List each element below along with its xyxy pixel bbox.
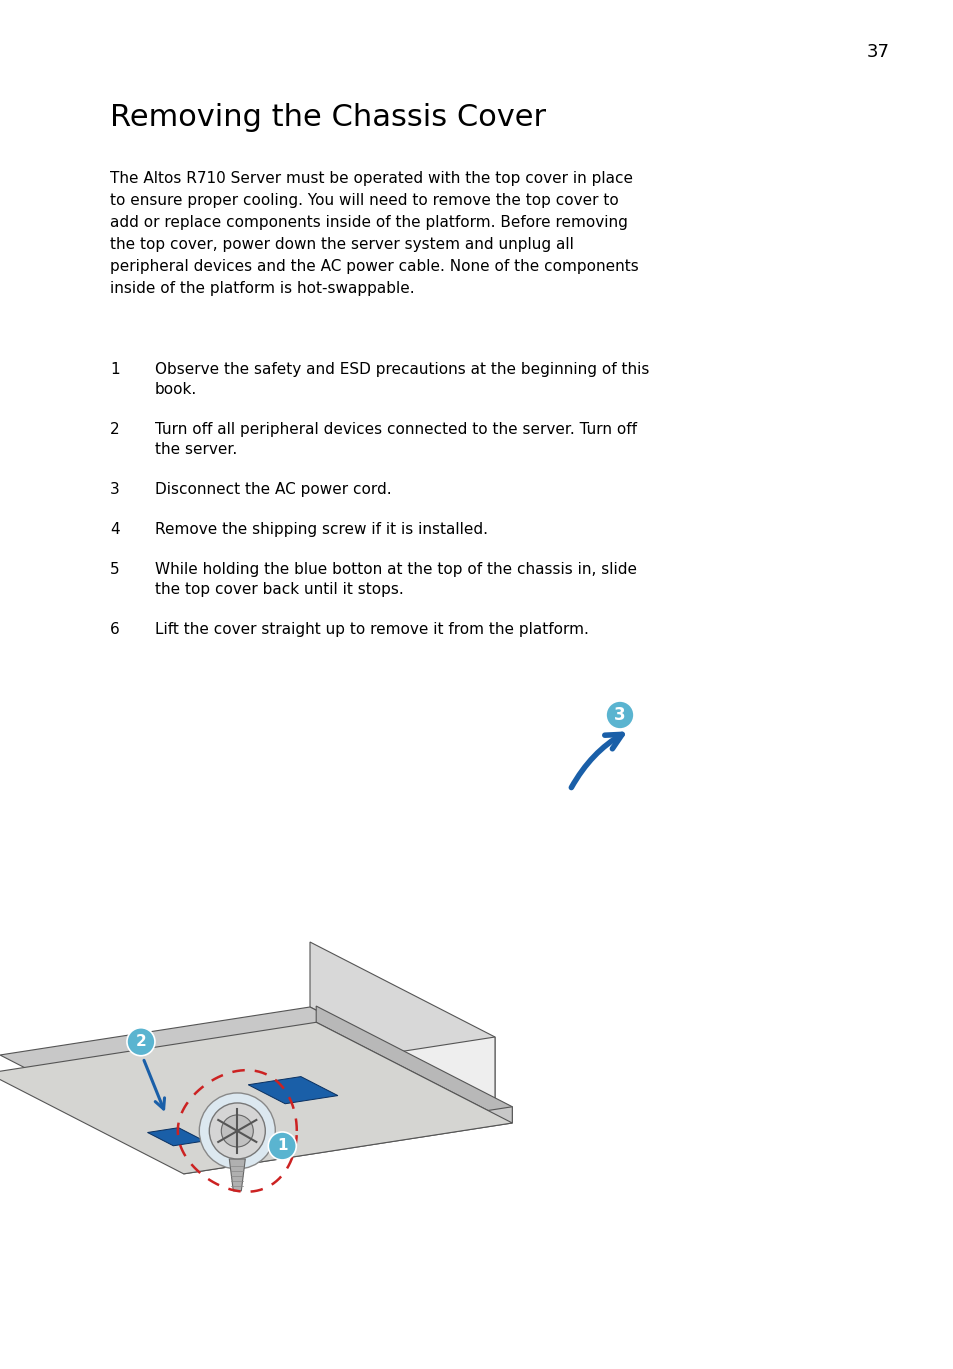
Text: the server.: the server.	[154, 442, 237, 457]
Text: Turn off all peripheral devices connected to the server. Turn off: Turn off all peripheral devices connecte…	[154, 422, 637, 437]
Text: While holding the blue botton at the top of the chassis in, slide: While holding the blue botton at the top…	[154, 563, 637, 576]
Text: Disconnect the AC power cord.: Disconnect the AC power cord.	[154, 482, 392, 497]
Polygon shape	[0, 1008, 495, 1150]
Text: 5: 5	[110, 563, 119, 576]
Polygon shape	[310, 942, 495, 1102]
Text: the top cover back until it stops.: the top cover back until it stops.	[154, 582, 403, 597]
Polygon shape	[315, 1006, 512, 1123]
Polygon shape	[248, 1076, 337, 1103]
Polygon shape	[148, 1128, 204, 1146]
Text: Remove the shipping screw if it is installed.: Remove the shipping screw if it is insta…	[154, 522, 488, 537]
Text: 3: 3	[110, 482, 120, 497]
Text: Observe the safety and ESD precautions at the beginning of this: Observe the safety and ESD precautions a…	[154, 361, 649, 376]
Text: 1: 1	[276, 1139, 287, 1154]
Circle shape	[209, 1103, 265, 1160]
Text: book.: book.	[154, 382, 197, 397]
Circle shape	[268, 1132, 296, 1160]
Text: peripheral devices and the AC power cable. None of the components: peripheral devices and the AC power cabl…	[110, 259, 639, 274]
Text: The Altos R710 Server must be operated with the top cover in place: The Altos R710 Server must be operated w…	[110, 171, 633, 186]
Text: 6: 6	[110, 622, 120, 637]
Polygon shape	[185, 1036, 495, 1150]
Circle shape	[221, 1114, 253, 1147]
Circle shape	[199, 1092, 275, 1169]
Text: add or replace components inside of the platform. Before removing: add or replace components inside of the …	[110, 215, 627, 230]
Polygon shape	[184, 1106, 512, 1173]
Text: Lift the cover straight up to remove it from the platform.: Lift the cover straight up to remove it …	[154, 622, 588, 637]
Text: 2: 2	[135, 1034, 146, 1049]
Text: 3: 3	[614, 706, 625, 724]
Polygon shape	[0, 1023, 512, 1173]
Text: Removing the Chassis Cover: Removing the Chassis Cover	[110, 104, 545, 133]
Text: 2: 2	[110, 422, 119, 437]
Text: inside of the platform is hot-swappable.: inside of the platform is hot-swappable.	[110, 281, 415, 296]
Text: to ensure proper cooling. You will need to remove the top cover to: to ensure proper cooling. You will need …	[110, 193, 618, 208]
Circle shape	[127, 1028, 154, 1055]
Circle shape	[605, 701, 634, 730]
Text: 1: 1	[110, 361, 119, 376]
Polygon shape	[229, 1160, 245, 1191]
Text: 4: 4	[110, 522, 119, 537]
Text: 37: 37	[865, 42, 888, 62]
Text: the top cover, power down the server system and unplug all: the top cover, power down the server sys…	[110, 237, 574, 252]
